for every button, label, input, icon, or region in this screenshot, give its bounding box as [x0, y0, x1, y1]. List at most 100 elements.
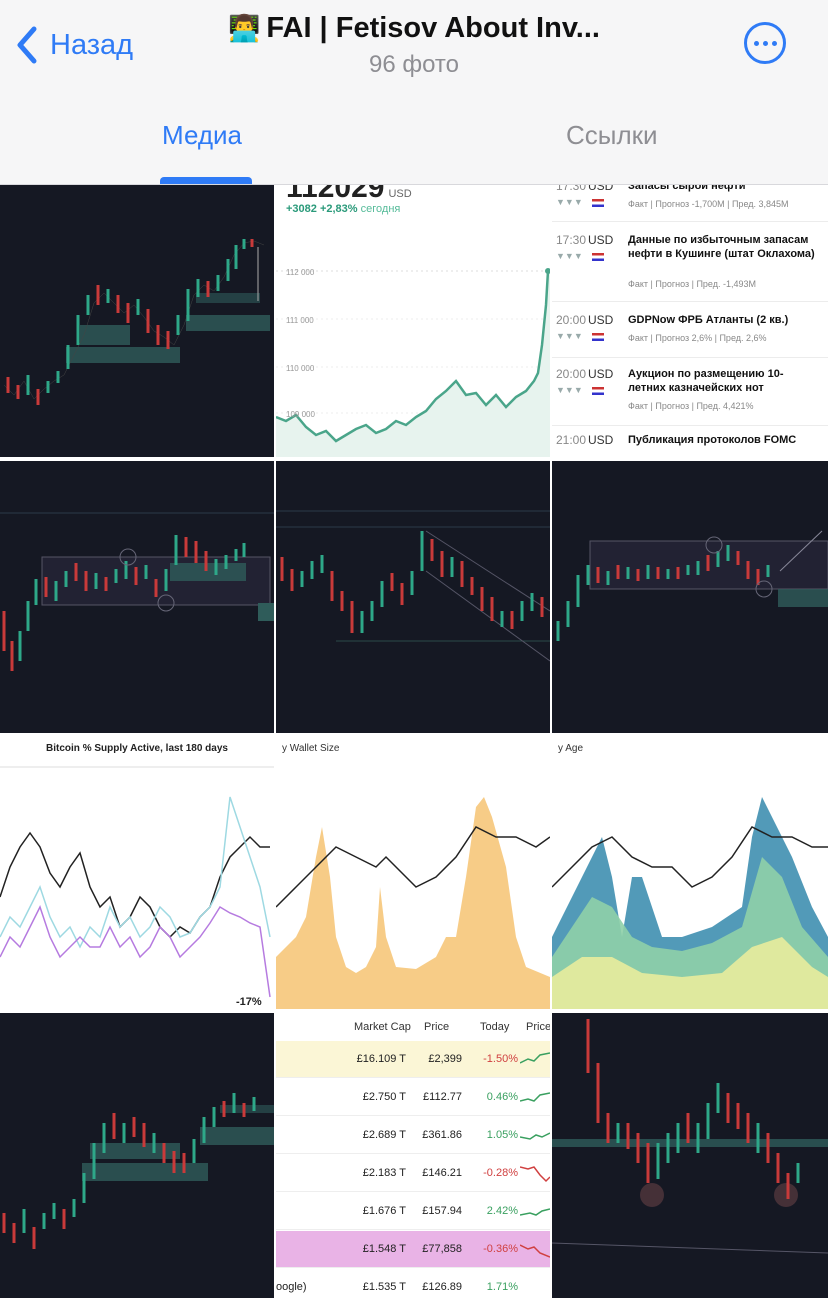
media-thumbnail-candles-1[interactable] [0, 185, 274, 457]
table-header: Price [424, 1021, 450, 1033]
price-cell: £361.86 [422, 1129, 462, 1141]
price-cell: £2,399 [428, 1053, 462, 1065]
age-chart-title: y Age [558, 743, 584, 754]
y-tick: 112 000 [286, 268, 315, 277]
media-thumbnail-price-widget[interactable]: 112029 USD +3082 +2,83% сегодня 112 000 1… [276, 185, 550, 457]
supply-chart-title: Bitcoin % Supply Active, last 180 days [46, 743, 228, 754]
market-cap-cell: £2.750 T [362, 1091, 406, 1103]
more-options-icon[interactable] [744, 22, 786, 64]
media-thumbnail-candles-5[interactable] [0, 1013, 274, 1298]
us-flag-icon [592, 387, 604, 395]
supply-active-chart: -17% [0, 766, 274, 1008]
y-tick: 109 000 [286, 410, 315, 419]
today-cell: -0.28% [483, 1167, 518, 1179]
title-block: 👨‍💻 FAI | Fetisov About Inv... 96 фото [160, 12, 668, 79]
price-cell: £77,858 [422, 1243, 462, 1255]
calendar-row: 17:30 USD Запасы сырой нефти ▼▼▼ Факт | … [552, 185, 828, 222]
candlestick-chart-image [276, 510, 550, 662]
candlestick-chart-image [0, 512, 274, 671]
event-fact: Факт | Прогноз | Пред. 4,421% [628, 401, 754, 411]
tab-links[interactable]: Ссылки [566, 120, 658, 150]
event-time: 17:30 [556, 233, 587, 247]
us-flag-icon [592, 333, 604, 341]
today-cell: 0.46% [486, 1091, 518, 1103]
back-label[interactable]: Назад [50, 28, 134, 61]
price-cell: £112.77 [423, 1091, 462, 1103]
media-thumbnail-candles-2[interactable] [0, 461, 274, 733]
event-time: 20:00 [556, 313, 587, 327]
market-cap-cell: £2.689 T [362, 1129, 406, 1141]
table-row: oogle) £1.535 T £126.89 1.71% [276, 1269, 550, 1298]
market-cap-cell: £1.548 T [362, 1243, 406, 1255]
market-cap-cell: £1.676 T [362, 1205, 406, 1217]
event-title: Аукцион по размещению 10-летних казначей… [628, 368, 784, 394]
back-button[interactable]: Назад [14, 22, 133, 68]
table-row: £1.548 T £77,858 -0.36% [276, 1231, 550, 1268]
market-cap-cell: £2.183 T [362, 1167, 406, 1179]
today-cell: 1.05% [486, 1129, 518, 1141]
table-header: Market Cap [354, 1021, 411, 1033]
media-thumbnail-wallet-size[interactable]: y Wallet Size [276, 737, 550, 1009]
sparkline-up [520, 1092, 550, 1102]
event-title: Публикация протоколов FOMC [628, 434, 797, 446]
event-fact: Факт | Прогноз -1,700M | Пред. 3,845M [628, 199, 789, 209]
sparkline-down [520, 1244, 550, 1258]
table-row: £2.750 T £112.77 0.46% [276, 1079, 550, 1116]
tab-media[interactable]: Медиа [162, 120, 242, 150]
channel-title-text: FAI | Fetisov About Inv... [266, 12, 600, 44]
event-fact: Факт | Прогноз | Пред. -1,493M [628, 279, 756, 289]
supply-age-chart [552, 797, 828, 1009]
market-cap-table: Market Cap Price Today Price £16.109 T £… [276, 1013, 550, 1298]
candlestick-chart-image [552, 1019, 828, 1254]
event-title: Запасы сырой нефти [628, 185, 746, 192]
event-currency: USD [588, 313, 614, 327]
today-cell: 1.71% [486, 1281, 518, 1293]
chevron-left-icon [17, 26, 37, 64]
media-thumbnail-market-table[interactable]: Market Cap Price Today Price £16.109 T £… [276, 1013, 550, 1298]
price-change: +3082 +2,83% сегодня [286, 203, 401, 215]
event-currency: USD [588, 185, 614, 193]
table-row: £2.183 T £146.21 -0.28% [276, 1155, 550, 1192]
calendar-row: 20:00 USD Аукцион по размещению 10-летни… [552, 365, 828, 426]
importance-icon: ▼▼▼ [556, 331, 583, 341]
importance-icon: ▼▼▼ [556, 197, 583, 207]
event-currency: USD [588, 233, 614, 247]
importance-icon: ▼▼▼ [556, 251, 583, 261]
media-thumbnail-candles-6[interactable] [552, 1013, 828, 1298]
price-cell: £157.94 [422, 1205, 462, 1217]
importance-icon: ▼▼▼ [556, 385, 583, 395]
price-cell: £126.89 [422, 1281, 462, 1293]
media-thumbnail-candles-3[interactable] [276, 461, 550, 733]
table-row: £16.109 T £2,399 -1.50% [276, 1041, 550, 1078]
us-flag-icon [592, 253, 604, 261]
us-flag-icon [592, 199, 604, 207]
candlestick-chart-image [2, 1093, 274, 1249]
sparkline-up [520, 1208, 550, 1216]
technologist-emoji-icon: 👨‍💻 [228, 13, 261, 43]
photo-count: 96 фото [369, 51, 459, 78]
sparkline-up [520, 1132, 550, 1140]
media-thumbnail-calendar[interactable]: 17:30 USD Запасы сырой нефти ▼▼▼ Факт | … [552, 185, 828, 457]
event-currency: USD [588, 367, 614, 381]
company-name-cell: oogle) [276, 1281, 307, 1293]
today-cell: 2.42% [486, 1205, 518, 1217]
navigation-header: Назад 👨‍💻 FAI | Fetisov About Inv... 96 ф… [0, 0, 828, 185]
media-thumbnail-supply-age[interactable]: y Age [552, 737, 828, 1009]
today-cell: -0.36% [483, 1243, 518, 1255]
calendar-row: 21:00 USD Публикация протоколов FOMC [552, 431, 828, 457]
media-thumbnail-supply-active[interactable]: Bitcoin % Supply Active, last 180 days -… [0, 737, 274, 1009]
event-currency: USD [588, 433, 614, 447]
event-title: GDPNow ФРБ Атланты (2 кв.) [628, 314, 789, 326]
candlestick-chart-image [556, 530, 828, 641]
market-cap-cell: £16.109 T [356, 1053, 406, 1065]
media-thumbnail-candles-4[interactable] [552, 461, 828, 733]
candlestick-chart-image [3, 239, 270, 405]
wallet-size-chart [276, 797, 550, 1009]
event-time: 21:00 [556, 433, 587, 447]
active-tab-indicator [160, 177, 252, 184]
channel-title: 👨‍💻 FAI | Fetisov About Inv... [160, 12, 668, 45]
price-value: 112029 USD [286, 185, 412, 204]
price-cell: £146.21 [422, 1167, 462, 1179]
table-row: £2.689 T £361.86 1.05% [276, 1117, 550, 1154]
event-time: 17:30 [556, 185, 587, 193]
